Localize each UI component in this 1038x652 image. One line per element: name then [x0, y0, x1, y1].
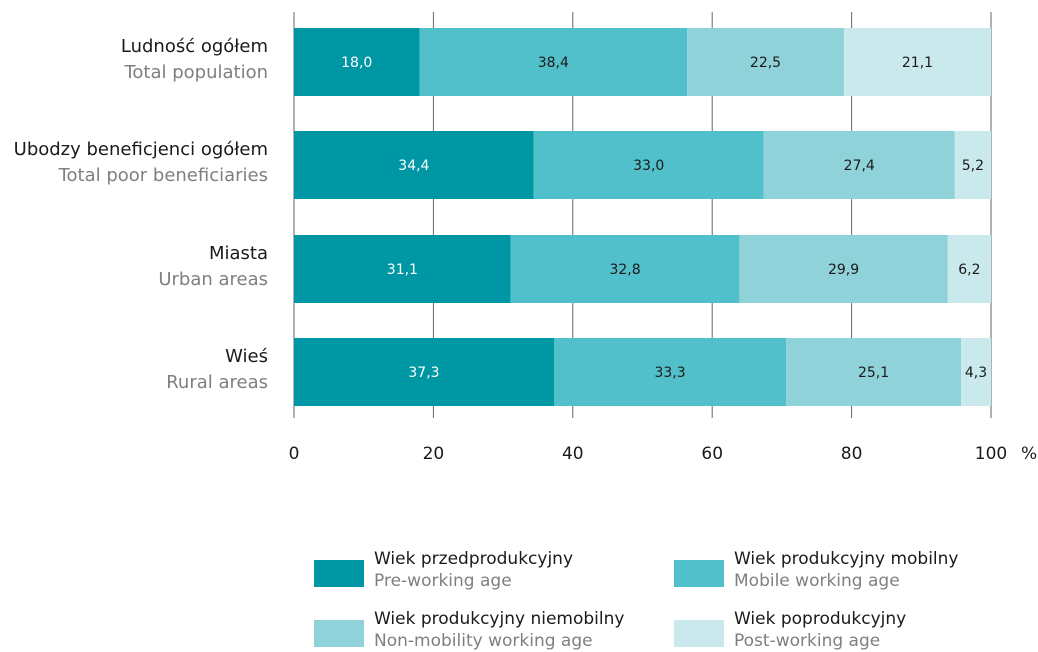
bar-segment — [947, 235, 991, 303]
bar-segment — [294, 28, 420, 96]
data-label: 32,8 — [609, 262, 640, 278]
bar-segment — [786, 338, 962, 406]
bar-segment — [553, 338, 787, 406]
category-label-en: Rural areas — [166, 372, 268, 393]
bar-segment — [763, 131, 955, 199]
data-label: 5,2 — [962, 158, 984, 174]
legend-label-en: Non-mobility working age — [374, 631, 593, 651]
legend-label-en: Mobile working age — [734, 571, 900, 591]
data-label: 29,9 — [828, 262, 859, 278]
legend-item-mobile-working: Wiek produkcyjny mobilny Mobile working … — [674, 548, 959, 592]
category-label: Ubodzy beneficjenci ogółem — [14, 139, 268, 160]
bar-segment — [510, 235, 740, 303]
bar-segment — [687, 28, 844, 96]
data-label: 4,3 — [965, 365, 987, 381]
legend-label: Wiek produkcyjny mobilny — [734, 549, 959, 569]
bar-segment — [419, 28, 688, 96]
bar-segment — [294, 235, 511, 303]
data-label: 25,1 — [858, 365, 889, 381]
data-label: 22,5 — [750, 55, 781, 71]
x-tick-label: 20 — [423, 444, 445, 464]
category-label: Ludność ogółem — [121, 36, 268, 57]
legend-label-en: Pre-working age — [374, 571, 512, 591]
x-axis: 0 20 40 60 80 100% — [289, 444, 1038, 464]
data-label: 31,1 — [387, 262, 418, 278]
legend-item-non-mobility-working: Wiek produkcyjny niemobilny Non-mobility… — [314, 608, 624, 652]
x-tick-label: 40 — [562, 444, 584, 464]
x-unit-label: % — [1021, 444, 1037, 464]
data-label: 33,3 — [654, 365, 685, 381]
x-tick-label: 60 — [701, 444, 723, 464]
bar-segment — [961, 338, 991, 406]
bar-segment — [533, 131, 764, 199]
legend-label: Wiek poprodukcyjny — [734, 609, 907, 629]
data-label: 21,1 — [902, 55, 933, 71]
bar-segment — [739, 235, 948, 303]
legend: Wiek przedprodukcyjny Pre-working age Wi… — [314, 548, 1014, 652]
x-tick-label: 0 — [289, 444, 300, 464]
data-label: 38,4 — [538, 55, 569, 71]
bar-segment — [294, 131, 534, 199]
data-label: 33,0 — [633, 158, 664, 174]
x-tick-label: 80 — [841, 444, 863, 464]
x-tick-label: 100 — [975, 444, 1007, 464]
category-labels: Ludność ogółem Total population Ubodzy ben… — [14, 36, 268, 393]
category-label-en: Total population — [123, 62, 268, 83]
legend-swatch — [674, 620, 724, 647]
legend-item-post-working: Wiek poprodukcyjny Post-working age — [674, 608, 906, 652]
category-label: Wieś — [225, 346, 268, 367]
bar-segment — [294, 338, 554, 406]
bar-segment — [954, 131, 991, 199]
data-label: 6,2 — [958, 262, 980, 278]
bar-segment — [843, 28, 991, 96]
legend-swatch — [314, 560, 364, 587]
data-label: 37,3 — [408, 365, 439, 381]
data-label: 18,0 — [341, 55, 372, 71]
category-label-en: Total poor beneficiaries — [58, 165, 268, 186]
category-label: Miasta — [209, 243, 268, 264]
legend-label: Wiek przedprodukcyjny — [374, 549, 574, 569]
legend-item-pre-working: Wiek przedprodukcyjny Pre-working age — [314, 548, 573, 592]
legend-swatch — [674, 560, 724, 587]
data-label: 34,4 — [398, 158, 429, 174]
category-label-en: Urban areas — [158, 269, 268, 290]
data-label: 27,4 — [844, 158, 875, 174]
legend-swatch — [314, 620, 364, 647]
bars: 18,0 38,4 22,5 21,1 34,4 33,0 27,4 5,2 31,1 32,8 2… — [294, 28, 991, 406]
legend-label-en: Post-working age — [734, 631, 881, 651]
legend-label: Wiek produkcyjny niemobilny — [374, 609, 625, 629]
